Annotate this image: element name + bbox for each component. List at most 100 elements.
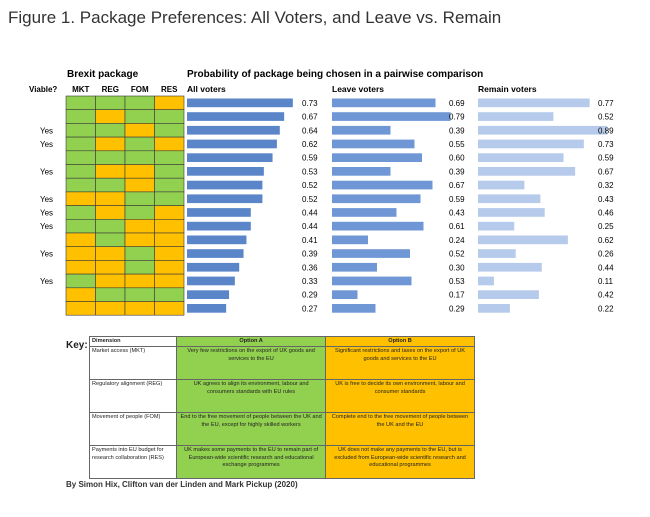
- bar: [187, 221, 251, 231]
- key-header-option-b: Option B: [325, 335, 475, 348]
- bar-value-label: 0.32: [598, 181, 614, 190]
- bar-value-label: 0.52: [449, 250, 465, 259]
- bar: [187, 167, 264, 176]
- key-row-fom: Movement of people (FOM) End to the free…: [88, 412, 475, 447]
- bar-value-label: 0.67: [598, 167, 614, 176]
- bar-value-label: 0.39: [449, 126, 465, 135]
- bar: [478, 262, 542, 272]
- bar-value-label: 0.60: [449, 154, 465, 163]
- package-cell: [124, 123, 155, 138]
- bar-value-label: 0.27: [302, 304, 318, 313]
- key-label: Key:: [66, 340, 88, 351]
- bar: [187, 180, 263, 190]
- bar-value-label: 0.62: [302, 140, 318, 149]
- bar: [332, 167, 391, 176]
- figure-title: Figure 1. Package Preferences: All Voter…: [8, 8, 502, 27]
- bar-value-label: 0.26: [598, 250, 614, 259]
- bar-value-label: 0.29: [449, 304, 465, 313]
- bar: [478, 139, 584, 149]
- package-cell: [124, 109, 155, 124]
- viable-label: Yes: [40, 277, 53, 286]
- key-header-option-a: Option A: [176, 335, 327, 348]
- bar-value-label: 0.44: [598, 263, 614, 272]
- package-preference-chart: Brexit package Probability of package be…: [29, 69, 614, 316]
- package-cell: [154, 232, 185, 247]
- package-cell: [65, 260, 96, 275]
- bar-value-label: 0.24: [449, 236, 465, 245]
- bar-value-label: 0.11: [598, 277, 614, 286]
- package-cell: [124, 177, 155, 193]
- package-cell: [95, 164, 126, 179]
- package-cell: [124, 191, 155, 206]
- dimension-header: MKT: [72, 85, 89, 94]
- bar: [332, 235, 368, 245]
- bar: [478, 125, 608, 135]
- bar: [332, 262, 377, 272]
- viable-label: Yes: [40, 222, 53, 231]
- bar-value-label: 0.52: [302, 181, 318, 190]
- package-cell: [95, 191, 126, 206]
- key-header-row: Dimension Option A Option B: [88, 335, 475, 348]
- package-cell: [95, 260, 126, 275]
- key-option-a: UK agrees to align its environment, labo…: [176, 379, 327, 414]
- package-cell: [154, 191, 185, 206]
- bar: [187, 139, 277, 149]
- bar-value-label: 0.59: [449, 195, 465, 204]
- bar-value-label: 0.55: [449, 140, 465, 149]
- bar: [478, 235, 568, 245]
- package-cell: [65, 246, 96, 261]
- bar-value-label: 0.42: [598, 291, 614, 300]
- bar-value-label: 0.39: [302, 250, 318, 259]
- package-cell: [124, 260, 155, 275]
- key-option-b: Complete end to the free movement of peo…: [325, 412, 475, 447]
- bar-value-label: 0.59: [598, 154, 614, 163]
- bar: [187, 290, 230, 299]
- package-cell: [154, 287, 185, 302]
- dimension-header: REG: [102, 85, 119, 94]
- bar-value-label: 0.25: [598, 222, 614, 231]
- bar: [332, 112, 451, 121]
- bar: [187, 235, 247, 245]
- package-cell: [65, 150, 96, 165]
- key-row-res: Payments into EU budget for research col…: [88, 445, 475, 480]
- bar-value-label: 0.77: [598, 99, 614, 108]
- bar: [332, 221, 424, 231]
- key-dimension: Movement of people (FOM): [88, 412, 178, 447]
- viable-label: Yes: [40, 167, 53, 176]
- bar: [332, 290, 358, 299]
- bar-value-label: 0.39: [449, 167, 465, 176]
- package-cell: [95, 205, 126, 220]
- bar: [187, 153, 273, 162]
- package-cell: [124, 150, 155, 165]
- package-header: Brexit package: [67, 69, 139, 80]
- package-cell: [154, 136, 185, 152]
- package-cell: [124, 287, 155, 302]
- bar: [187, 208, 251, 217]
- bar: [187, 249, 244, 258]
- bar: [478, 98, 590, 108]
- package-cell: [65, 301, 96, 316]
- bar: [332, 208, 397, 217]
- bar-value-label: 0.67: [302, 113, 318, 122]
- package-cell: [95, 136, 126, 152]
- bar: [187, 98, 293, 108]
- bar: [478, 112, 554, 121]
- bar: [478, 290, 539, 299]
- viable-label: Yes: [40, 195, 53, 204]
- bar-value-label: 0.46: [598, 208, 614, 217]
- dimension-header: FOM: [131, 85, 149, 94]
- author-credit: By Simon Hix, Clifton van der Linden and…: [66, 480, 298, 489]
- bar-value-label: 0.44: [302, 208, 318, 217]
- key-row-reg: Regulatory alignment (REG) UK agrees to …: [88, 379, 475, 414]
- package-cell: [65, 219, 96, 234]
- key-header-dimension: Dimension: [88, 335, 178, 348]
- bar: [332, 249, 410, 258]
- viable-label: Yes: [40, 126, 53, 135]
- bar: [332, 98, 436, 108]
- package-cell: [65, 177, 96, 193]
- package-cell: [65, 232, 96, 247]
- bar-value-label: 0.89: [598, 126, 614, 135]
- bar-value-label: 0.61: [449, 222, 465, 231]
- package-cell: [124, 219, 155, 234]
- key-option-a: UK makes some payments to the EU to rema…: [176, 445, 327, 480]
